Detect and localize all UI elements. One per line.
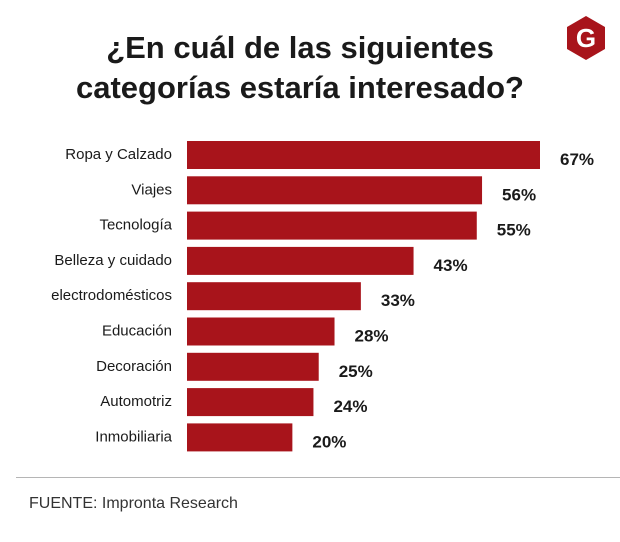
bar	[187, 211, 477, 240]
logo-letter: G	[576, 23, 596, 53]
value-label: 56%	[502, 185, 536, 204]
category-label: Belleza y cuidado	[54, 252, 172, 269]
bar	[187, 176, 483, 205]
bar	[187, 282, 361, 311]
category-label: Ropa y Calzado	[65, 146, 172, 163]
bar	[187, 141, 540, 169]
value-label: 43%	[434, 256, 468, 275]
category-label: Inmobiliaria	[95, 428, 172, 445]
category-label: Viajes	[131, 181, 172, 198]
value-label: 33%	[381, 291, 415, 310]
bar	[187, 246, 414, 275]
category-label: Educación	[102, 323, 172, 340]
bar	[187, 388, 314, 417]
chart-title-line-1: ¿En cuál de las siguientes	[106, 30, 494, 65]
g-logo-icon: G	[562, 14, 610, 62]
bar	[187, 423, 293, 452]
value-label: 28%	[355, 327, 389, 346]
category-label: Tecnología	[99, 217, 172, 234]
chart-title-line-2: categorías estaría interesado?	[76, 70, 524, 105]
category-label: Automotriz	[100, 393, 172, 410]
category-label: Decoración	[96, 358, 172, 375]
category-label: electrodomésticos	[51, 287, 172, 304]
chart-title: ¿En cuál de las siguientes categorías es…	[40, 28, 560, 108]
value-label: 20%	[312, 432, 346, 451]
logo-hexagon	[567, 16, 605, 60]
bar	[187, 317, 335, 346]
divider	[16, 477, 620, 478]
value-label: 55%	[497, 221, 531, 240]
value-label: 24%	[333, 397, 367, 416]
bar-chart: Ropa y Calzado 67% Viajes 56% Tecnología 55% B…	[51, 141, 594, 452]
value-label: 67%	[560, 150, 594, 169]
value-label: 25%	[339, 362, 373, 381]
bar	[187, 352, 319, 381]
source-note: FUENTE: Impronta Research	[29, 495, 238, 512]
